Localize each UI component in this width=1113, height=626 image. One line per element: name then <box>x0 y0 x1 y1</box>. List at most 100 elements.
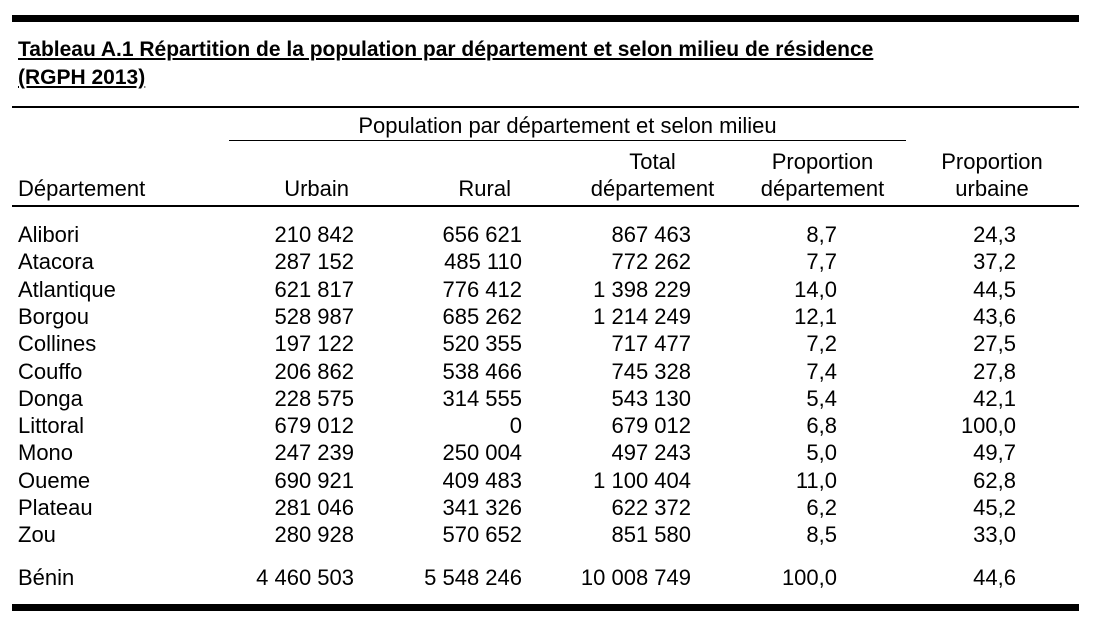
header-top-rule <box>12 106 1079 108</box>
bottom-thick-rule <box>12 604 1079 611</box>
cell-departement: Borgou <box>18 303 89 329</box>
cell-total: 867 463 <box>611 222 691 247</box>
cell-total: 10 008 749 <box>580 565 691 590</box>
cell-departement: Atlantique <box>18 276 116 302</box>
cell-propurb: 44,5 <box>973 276 1016 302</box>
header-propdep-line1: Proportion <box>771 149 874 174</box>
cell-total: 679 012 <box>611 413 691 439</box>
table-row: Littoral 679 012 0 679 012 6,8 100,0 <box>0 412 1113 439</box>
group-header: Population par département et selon mili… <box>358 113 777 138</box>
cell-propdep: 7,2 <box>806 331 837 357</box>
table-row: Atlantique 621 817 776 412 1 398 229 14,0 44,… <box>0 276 1113 303</box>
cell-rural: 409 483 <box>442 467 522 493</box>
cell-rural: 250 004 <box>442 440 522 466</box>
cell-rural: 314 555 <box>442 385 522 411</box>
header-total-line2: département <box>590 176 715 201</box>
cell-rural: 570 652 <box>442 522 522 548</box>
cell-propurb: 42,1 <box>973 385 1016 411</box>
cell-rural: 520 355 <box>442 331 522 357</box>
cell-rural: 485 110 <box>444 249 522 275</box>
cell-urbain: 197 122 <box>274 331 354 357</box>
table-title-line2: (RGPH 2013) <box>18 66 146 89</box>
cell-propdep: 5,0 <box>806 440 837 466</box>
cell-propurb: 44,6 <box>973 565 1016 590</box>
cell-urbain: 280 928 <box>274 522 354 548</box>
cell-total: 497 243 <box>611 440 691 466</box>
cell-rural: 776 412 <box>442 276 522 302</box>
cell-propdep: 7,4 <box>806 358 837 384</box>
header-propdep-line2: département <box>760 176 885 201</box>
cell-propdep: 5,4 <box>806 385 837 411</box>
cell-urbain: 621 817 <box>274 276 354 302</box>
cell-rural: 0 <box>509 413 522 439</box>
cell-total: 543 130 <box>611 385 691 411</box>
cell-propurb: 27,5 <box>973 331 1016 357</box>
table-row: Zou 280 928 570 652 851 580 8,5 33,0 <box>0 521 1113 548</box>
cell-propdep: 7,7 <box>806 249 837 275</box>
cell-total: 772 262 <box>611 249 691 275</box>
cell-rural: 685 262 <box>442 303 522 329</box>
cell-propdep: 6,2 <box>806 495 837 520</box>
header-propurb-line1: Proportion <box>941 149 1043 174</box>
table-row: Borgou 528 987 685 262 1 214 249 12,1 43,6 <box>0 303 1113 330</box>
cell-urbain: 528 987 <box>274 303 354 329</box>
table-row: Alibori 210 842 656 621 867 463 8,7 24,3 <box>0 221 1113 248</box>
table-row: Collines 197 122 520 355 717 477 7,2 27,5 <box>0 330 1113 357</box>
cell-urbain: 4 460 503 <box>256 565 354 590</box>
cell-urbain: 281 046 <box>274 495 354 520</box>
cell-urbain: 679 012 <box>274 413 354 439</box>
cell-departement: Mono <box>18 440 74 466</box>
cell-propurb: 24,3 <box>973 222 1016 247</box>
cell-propurb: 33,0 <box>973 522 1016 548</box>
cell-rural: 341 326 <box>442 495 522 520</box>
table-row: Atacora 287 152 485 110 772 262 7,7 37,2 <box>0 248 1113 275</box>
cell-total: 1 398 229 <box>593 276 691 302</box>
cell-departement: Alibori <box>18 222 80 247</box>
cell-urbain: 690 921 <box>274 467 354 493</box>
cell-departement: Bénin <box>18 565 75 590</box>
header-total-line1: Total <box>629 149 676 174</box>
cell-departement: Plateau <box>18 495 93 520</box>
cell-total: 717 477 <box>611 331 691 357</box>
cell-propdep: 14,0 <box>794 276 837 302</box>
cell-urbain: 228 575 <box>274 385 354 411</box>
table-row: Plateau 281 046 341 326 622 372 6,2 45,2 <box>0 494 1113 521</box>
cell-propurb: 100,0 <box>960 413 1016 439</box>
cell-urbain: 247 239 <box>274 440 354 466</box>
total-row: Bénin 4 460 503 5 548 246 10 008 749 100… <box>0 564 1113 591</box>
table-title-line1: Tableau A.1 Répartition de la population… <box>18 38 874 61</box>
cell-urbain: 287 152 <box>274 249 354 275</box>
top-thick-rule <box>12 15 1079 22</box>
cell-rural: 538 466 <box>442 358 522 384</box>
header-urbain: Urbain <box>284 176 349 201</box>
cell-departement: Zou <box>18 522 56 548</box>
cell-departement: Donga <box>18 385 83 411</box>
table-row: Mono 247 239 250 004 497 243 5,0 49,7 <box>0 439 1113 466</box>
table-row: Couffo 206 862 538 466 745 328 7,4 27,8 <box>0 358 1113 385</box>
cell-departement: Oueme <box>18 467 91 493</box>
table-row: Oueme 690 921 409 483 1 100 404 11,0 62,8 <box>0 467 1113 494</box>
cell-propdep: 12,1 <box>794 303 837 329</box>
cell-rural: 5 548 246 <box>424 565 522 590</box>
cell-propurb: 62,8 <box>973 467 1016 493</box>
cell-departement: Littoral <box>18 413 85 439</box>
cell-propdep: 8,5 <box>806 522 837 548</box>
cell-propdep: 8,7 <box>806 222 837 247</box>
cell-propurb: 43,6 <box>973 303 1016 329</box>
header-propurb-line2: urbaine <box>955 176 1029 201</box>
cell-propurb: 27,8 <box>973 358 1016 384</box>
cell-propdep: 11,0 <box>795 467 837 493</box>
cell-departement: Atacora <box>18 249 94 275</box>
cell-departement: Collines <box>18 331 97 357</box>
cell-urbain: 210 842 <box>274 222 354 247</box>
cell-propdep: 6,8 <box>806 413 837 439</box>
cell-rural: 656 621 <box>442 222 522 247</box>
cell-total: 622 372 <box>611 495 691 520</box>
cell-total: 1 214 249 <box>593 303 691 329</box>
cell-propurb: 45,2 <box>973 495 1016 520</box>
cell-departement: Couffo <box>18 358 83 384</box>
table-title: Tableau A.1 Répartition de la population… <box>18 36 873 92</box>
header-bottom-rule <box>12 205 1079 207</box>
cell-propurb: 37,2 <box>973 249 1016 275</box>
header-departement: Département <box>18 176 146 201</box>
